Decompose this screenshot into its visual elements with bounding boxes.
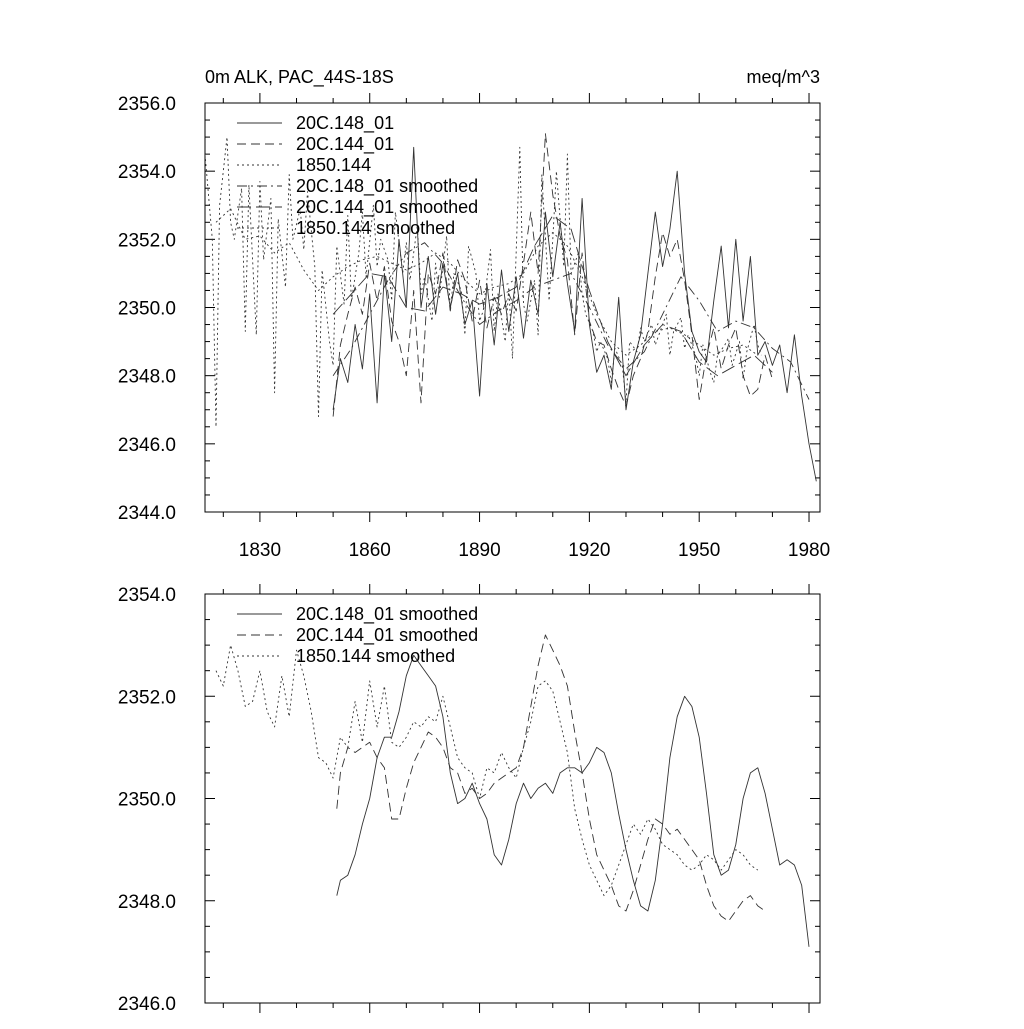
legend-label: 1850.144 smoothed — [296, 646, 455, 666]
series-line-2 — [336, 634, 766, 922]
series-group — [215, 634, 810, 947]
y-tick-label: 2348.0 — [118, 367, 176, 388]
series-line-6 — [215, 208, 759, 356]
x-tick-label: 1980 — [788, 540, 830, 561]
y-tick-label: 2346.0 — [118, 435, 176, 456]
legend-label: 20C.148_01 smoothed — [296, 604, 478, 625]
legend-label: 20C.148_01 — [296, 113, 394, 134]
legend-label: 20C.144_01 smoothed — [296, 625, 478, 646]
y-tick-label: 2346.0 — [118, 994, 176, 1015]
y-tick-label: 2348.0 — [118, 892, 176, 913]
chart-panel-2: 2346.0 2348.0 2350.0 2352.0 2354.0 20C.148_01… — [118, 584, 821, 1015]
series-line-1 — [336, 654, 810, 947]
y-tick-label: 2354.0 — [118, 585, 176, 606]
x-tick-label: 1950 — [678, 540, 720, 561]
series-line-2 — [332, 133, 773, 417]
y-tick-label: 2354.0 — [118, 162, 176, 183]
x-tick-label: 1860 — [349, 540, 391, 561]
legend-label: 20C.148_01 smoothed — [296, 176, 478, 197]
legend-label: 20C.144_01 — [296, 134, 394, 155]
legend-label: 1850.144 — [296, 155, 371, 175]
y-tick-label: 2350.0 — [118, 299, 176, 320]
series-line-4 — [332, 242, 810, 400]
chart-panel-1: 2344.0 2346.0 2348.0 2350.0 2352.0 2354.0 2356… — [118, 67, 830, 561]
y-tick-label: 2352.0 — [118, 687, 176, 708]
x-tick-label: 1830 — [239, 540, 281, 561]
chart-title: 0m ALK, PAC_44S-18S — [205, 67, 394, 88]
y-tick-label: 2352.0 — [118, 230, 176, 251]
y-tick-label: 2344.0 — [118, 503, 176, 524]
x-tick-label: 1920 — [568, 540, 610, 561]
series-line-5 — [332, 215, 773, 377]
y-tick-label: 2356.0 — [118, 94, 176, 115]
legend-label: 1850.144 smoothed — [296, 218, 455, 238]
x-tick-label: 1890 — [458, 540, 500, 561]
legend-label: 20C.144_01 smoothed — [296, 197, 478, 218]
y-tick-label: 2350.0 — [118, 790, 176, 811]
series-line-3 — [205, 136, 762, 428]
series-group — [205, 133, 817, 482]
units-label: meq/m^3 — [747, 67, 820, 87]
